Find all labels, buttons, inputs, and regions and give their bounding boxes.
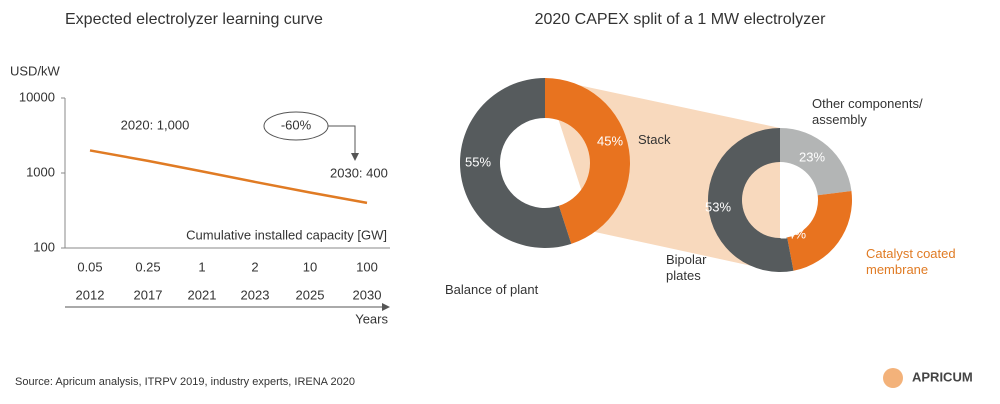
donut-slice <box>780 128 852 196</box>
logo: APRICUM <box>912 369 973 384</box>
logo-icon <box>883 368 903 388</box>
x-tick-label: 1 <box>198 259 205 274</box>
donut-slice <box>545 78 630 244</box>
x-tick-label: 100 <box>356 259 378 274</box>
x-axis-label-2: Years <box>355 311 388 326</box>
y-tick-label: 10000 <box>19 89 55 104</box>
x-tick-label: 10 <box>303 259 317 274</box>
chart-title: 2020 CAPEX split of a 1 MW electrolyzer <box>535 11 826 28</box>
annotation-arrow <box>328 125 356 155</box>
category-label: Stack <box>638 132 671 147</box>
donut-slice <box>787 190 852 271</box>
arrow-head <box>351 153 359 161</box>
x-tick-label: 2 <box>251 259 258 274</box>
year-label: 2030 <box>353 287 382 302</box>
arrow-head <box>382 303 390 311</box>
category-label: Bipolar plates <box>666 252 707 283</box>
category-label: Other components/ assembly <box>812 96 923 127</box>
year-label: 2012 <box>76 287 105 302</box>
annotation: -60% <box>281 117 312 132</box>
value-label: 23% <box>799 149 825 164</box>
y-axis-label: USD/kW <box>10 63 61 78</box>
donut-slice <box>459 78 572 249</box>
line <box>89 149 368 205</box>
year-label: 2023 <box>241 287 270 302</box>
year-label: 2017 <box>134 287 163 302</box>
y-tick-label: 1000 <box>26 164 55 179</box>
donut-slice <box>707 128 794 272</box>
category-label: Catalyst coated membrane <box>866 246 956 277</box>
x-axis-label: Cumulative installed capacity [GW] <box>186 227 387 242</box>
source: Source: Apricum analysis, ITRPV 2019, in… <box>15 376 355 388</box>
value-label: 55% <box>465 154 491 169</box>
annotation: 2020: 1,000 <box>121 117 190 132</box>
year-label: 2021 <box>188 287 217 302</box>
chart-title: Expected electrolyzer learning curve <box>65 11 323 28</box>
year-label: 2025 <box>296 287 325 302</box>
category-label: Balance of plant <box>445 282 539 297</box>
annotation: 2030: 400 <box>330 165 388 180</box>
x-tick-label: 0.25 <box>135 259 160 274</box>
value-label: 53% <box>705 199 731 214</box>
value-label: 45% <box>597 133 623 148</box>
x-tick-label: 0.05 <box>77 259 102 274</box>
value-label: 24% <box>780 226 806 241</box>
y-tick-label: 100 <box>33 239 55 254</box>
